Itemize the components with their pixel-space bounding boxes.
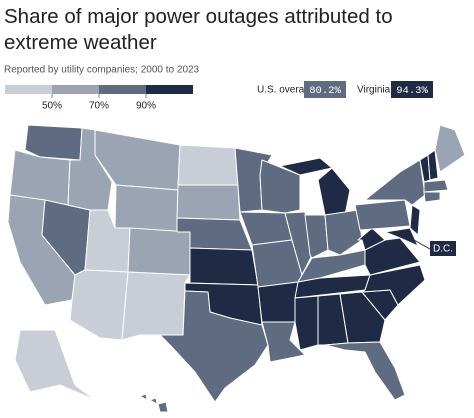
state xyxy=(423,179,449,193)
state xyxy=(114,184,179,233)
state xyxy=(159,290,269,403)
state xyxy=(279,157,333,176)
states xyxy=(7,124,466,413)
state xyxy=(176,184,241,221)
state xyxy=(121,271,191,341)
callout-label: Virginia xyxy=(357,85,391,96)
state xyxy=(157,401,169,413)
state xyxy=(317,167,351,216)
callout-badge xyxy=(304,81,346,98)
legend-tick-label: 90% xyxy=(136,101,156,112)
state xyxy=(364,159,426,206)
state xyxy=(189,247,259,286)
state xyxy=(384,227,419,247)
state xyxy=(257,281,299,323)
legend: 50% 70% 90% xyxy=(5,85,193,112)
state xyxy=(177,144,239,186)
state xyxy=(354,199,411,231)
state xyxy=(357,227,386,251)
dc-badge xyxy=(430,241,456,256)
callout-badge xyxy=(391,81,433,98)
state xyxy=(149,397,158,405)
state xyxy=(324,341,406,401)
legend-swatch xyxy=(5,85,52,94)
state xyxy=(304,214,329,259)
state xyxy=(423,191,441,203)
state xyxy=(427,149,439,181)
state xyxy=(127,227,191,276)
state xyxy=(69,269,129,341)
legend-tick-label: 50% xyxy=(42,101,62,112)
legend-tick-label: 70% xyxy=(89,101,109,112)
dc-pointer xyxy=(413,239,431,250)
legend-swatch xyxy=(52,85,99,94)
state xyxy=(339,291,386,344)
state xyxy=(409,204,421,236)
legend-swatch xyxy=(146,85,193,94)
title: Share of major power outages attributed … xyxy=(4,5,393,54)
callout-label: U.S. overall xyxy=(257,85,309,96)
callout-value: 94.3% xyxy=(396,85,428,97)
legend-swatch xyxy=(99,85,146,94)
callout-value: 80.2% xyxy=(309,85,341,97)
dc-label: D.C. xyxy=(433,244,453,255)
state xyxy=(14,329,96,401)
state xyxy=(139,393,148,401)
state xyxy=(284,211,313,276)
state xyxy=(361,264,426,306)
state xyxy=(434,124,466,173)
state xyxy=(324,209,363,256)
subtitle: Reported by utility companies; 2000 to 2… xyxy=(4,65,200,76)
state xyxy=(294,295,319,351)
callouts: U.S. overall 80.2% Virginia 94.3% xyxy=(257,81,433,98)
